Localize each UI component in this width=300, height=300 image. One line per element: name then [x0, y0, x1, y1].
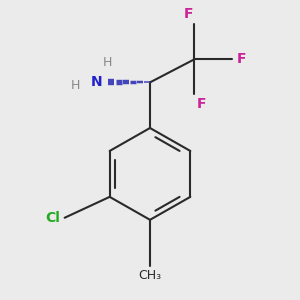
Text: CH₃: CH₃ — [138, 269, 162, 282]
Text: H: H — [103, 56, 112, 69]
Text: Cl: Cl — [45, 211, 60, 225]
Text: H: H — [70, 79, 80, 92]
Text: N: N — [91, 75, 103, 89]
Text: F: F — [184, 7, 193, 21]
Text: F: F — [197, 97, 207, 111]
Text: F: F — [237, 52, 246, 66]
